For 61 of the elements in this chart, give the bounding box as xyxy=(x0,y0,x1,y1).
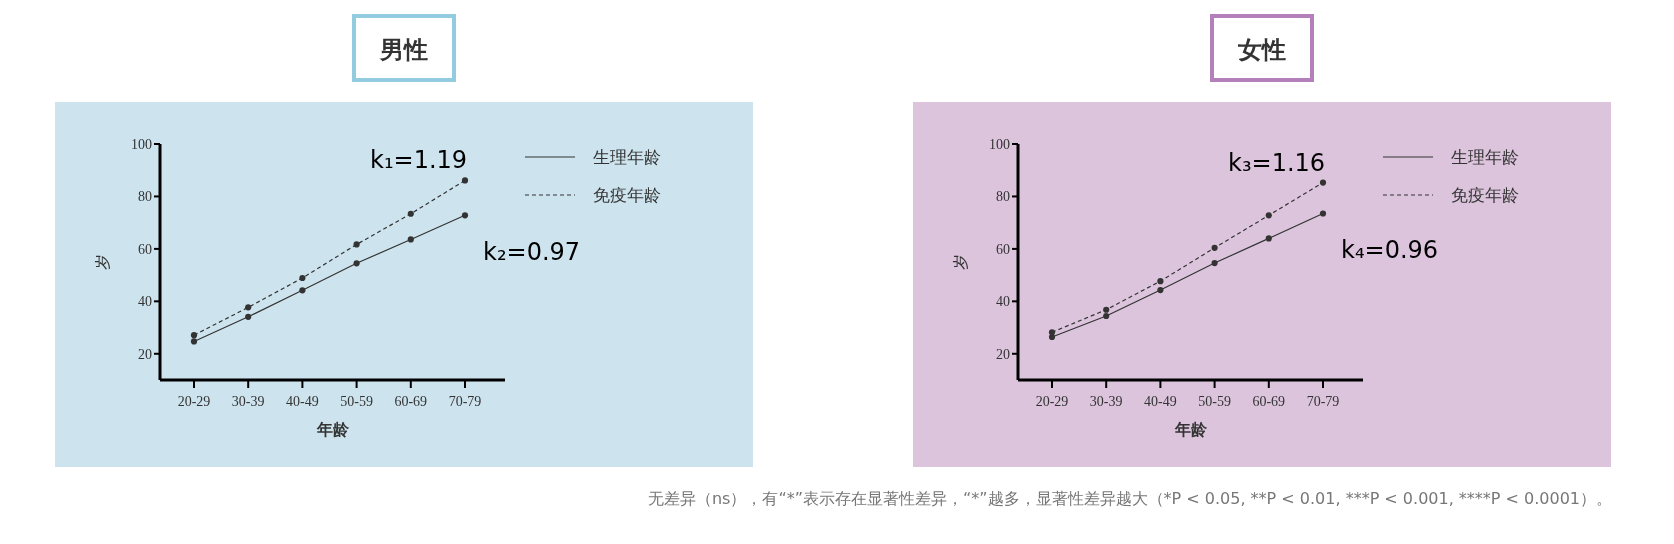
point xyxy=(1157,278,1164,285)
point xyxy=(1319,179,1327,186)
y-tick-label: 60 xyxy=(996,241,1010,257)
y-tick-label: 60 xyxy=(138,241,152,257)
point xyxy=(1319,210,1327,217)
y-tick-label: 20 xyxy=(138,346,152,362)
point xyxy=(1048,333,1056,341)
point xyxy=(1265,235,1272,242)
x-tick-label: 60-69 xyxy=(1252,394,1286,409)
point xyxy=(245,313,252,320)
x-axis-title: 年龄 xyxy=(1173,420,1208,439)
point xyxy=(353,241,360,248)
annotation: k₂=0.97 xyxy=(483,238,581,267)
x-tick-label: 70-79 xyxy=(448,394,482,409)
y-tick-label: 80 xyxy=(138,189,152,205)
x-tick-label: 60-69 xyxy=(394,394,428,409)
x-tick-label: 20-29 xyxy=(1035,394,1069,409)
legend-label: 生理年龄 xyxy=(1451,146,1519,167)
x-axis-title: 年龄 xyxy=(315,420,350,439)
point xyxy=(1265,212,1272,219)
chart-title: 女性 xyxy=(1237,36,1286,64)
y-axis-title: 岁 xyxy=(951,254,970,270)
point xyxy=(1048,329,1056,336)
point xyxy=(1157,286,1164,294)
y-tick-label: 100 xyxy=(989,136,1010,152)
legend-label: 免疫年龄 xyxy=(593,184,661,205)
x-tick-label: 30-39 xyxy=(1089,394,1123,409)
x-tick-label: 30-39 xyxy=(231,394,265,409)
x-tick-label: 50-59 xyxy=(1198,394,1231,409)
point xyxy=(1103,312,1110,320)
y-tick-label: 40 xyxy=(996,294,1010,310)
point xyxy=(1211,244,1218,251)
point xyxy=(299,274,306,282)
point xyxy=(190,338,198,345)
annotation: k₄=0.96 xyxy=(1341,236,1439,265)
x-tick-label: 40-49 xyxy=(1144,394,1177,409)
y-tick-label: 80 xyxy=(996,189,1010,205)
x-tick-label: 20-29 xyxy=(177,394,211,409)
y-tick-label: 20 xyxy=(996,346,1010,362)
annotation: k₃=1.16 xyxy=(1228,148,1326,177)
text: 无差异（ns），有“*”表示存在显著性差异，“*”越多，显著性差异越大（*P < 0.05, **P < 0.01, ***P < 0.001, ****P < 0.0001）。 xyxy=(647,489,1613,508)
x-tick-label: 40-49 xyxy=(286,394,319,409)
point xyxy=(245,304,252,311)
point xyxy=(407,210,414,217)
point xyxy=(353,260,360,267)
point xyxy=(190,332,198,339)
point xyxy=(1103,306,1110,313)
point xyxy=(407,236,414,243)
chart-title: 男性 xyxy=(379,36,428,64)
point xyxy=(461,177,469,184)
legend-label: 生理年龄 xyxy=(593,146,661,167)
legend-label: 免疫年龄 xyxy=(1451,184,1519,205)
point xyxy=(299,287,306,294)
y-tick-label: 100 xyxy=(131,136,152,152)
annotation: k₁=1.19 xyxy=(370,146,468,175)
y-axis-title: 岁 xyxy=(93,254,112,270)
point xyxy=(1211,259,1218,267)
x-tick-label: 50-59 xyxy=(340,394,373,409)
x-tick-label: 70-79 xyxy=(1306,394,1340,409)
point xyxy=(461,212,469,219)
y-tick-label: 40 xyxy=(138,294,152,310)
